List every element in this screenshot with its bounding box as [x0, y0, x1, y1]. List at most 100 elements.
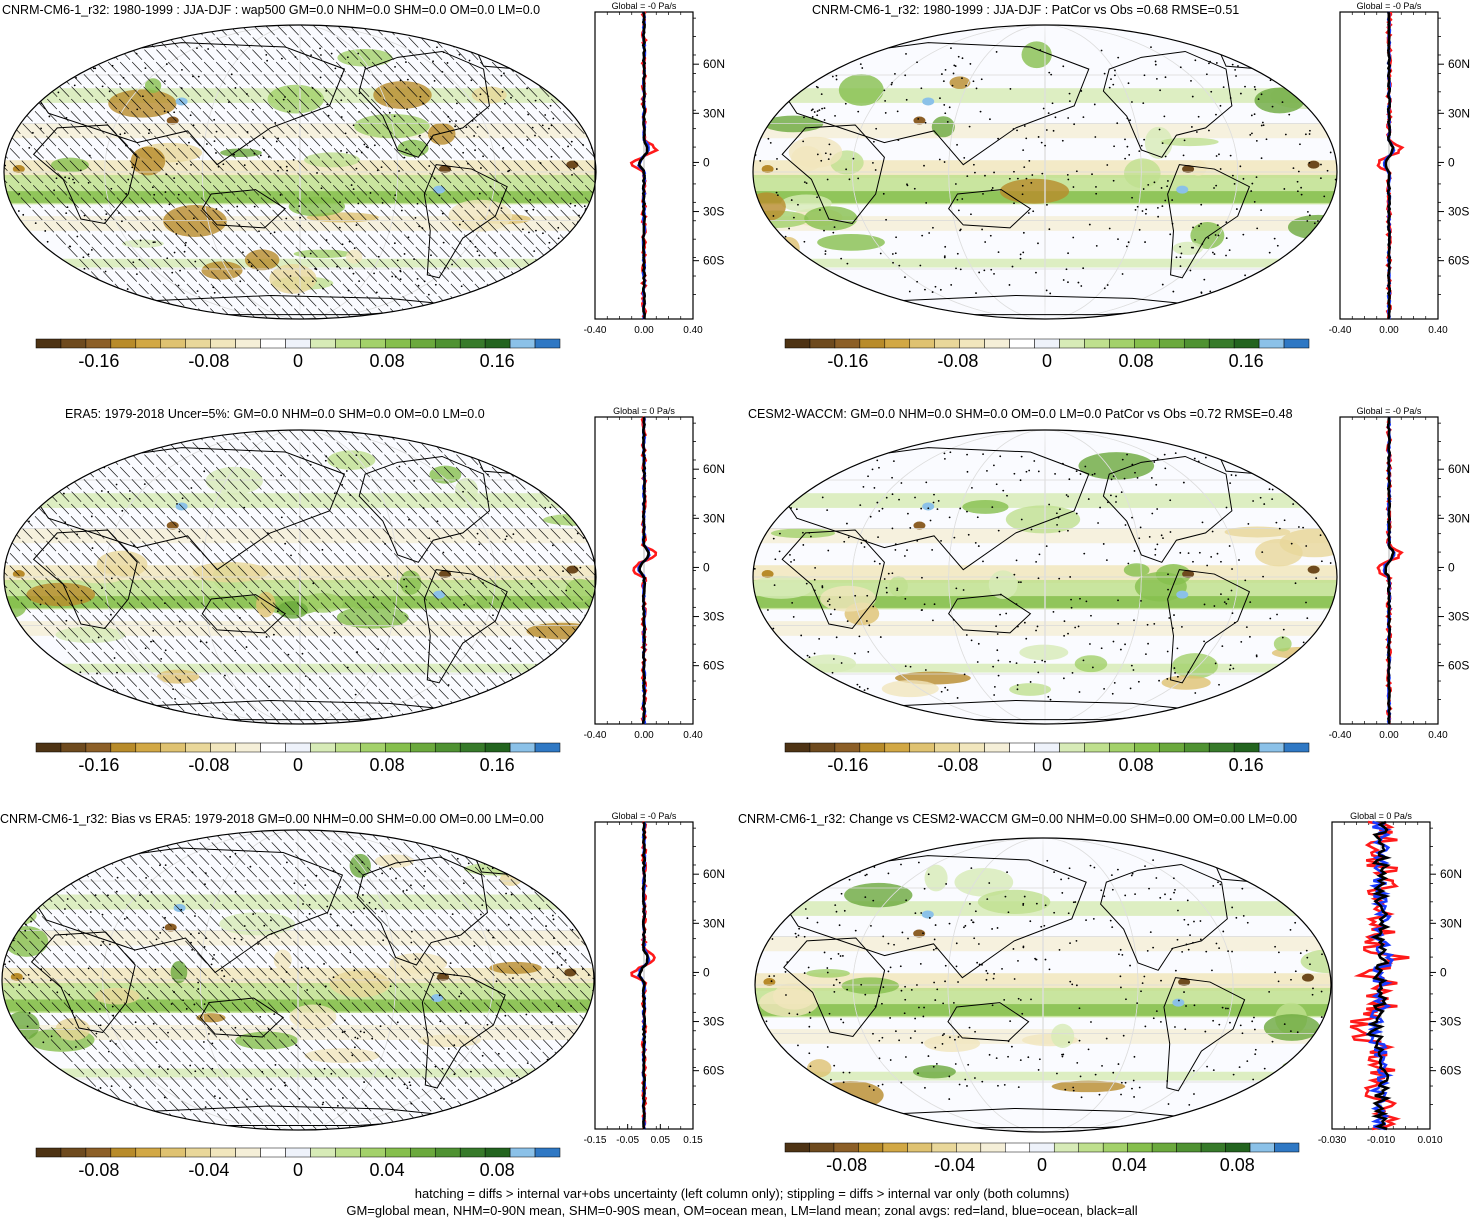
colorbar-swatch: [135, 338, 162, 349]
colorbar-swatch: [1134, 742, 1160, 753]
field-band-4: [753, 216, 1337, 231]
panel-6: CNRM-CM6-1_r32: Change vs CESM2-WACCM GM…: [738, 811, 1462, 1175]
field-blob: [50, 157, 89, 173]
colorbar-swatch: [934, 338, 960, 349]
colorbar-label: 0.16: [1229, 755, 1264, 775]
colorbar-swatch: [85, 1147, 112, 1158]
colorbar-swatch: [509, 338, 536, 349]
colorbar-swatch: [1183, 338, 1210, 349]
map-meridian: [201, 25, 399, 319]
colorbar-label: -0.16: [78, 755, 119, 775]
panel-title: CESM2-WACCM: GM=0.0 NHM=0.0 SHM=0.0 OM=0…: [748, 407, 1293, 421]
field-blob: [1051, 1080, 1126, 1093]
coastline-americaS: [421, 971, 506, 1089]
field-blob: [912, 1065, 956, 1079]
colorbar-swatch: [834, 338, 861, 349]
colorbar-swatch: [1053, 1142, 1079, 1153]
colorbar-swatch: [809, 742, 836, 753]
field-blob: [755, 1067, 807, 1097]
field-spot: [1178, 978, 1191, 987]
colorbar-swatch: [335, 1147, 361, 1158]
zonal-title: Global = 0 Pa/s: [613, 406, 675, 416]
colorbar-swatch: [1233, 338, 1260, 349]
field-band-6: [753, 258, 1337, 268]
field-blob: [1172, 241, 1204, 256]
field-blob: [820, 585, 876, 612]
colorbar-label: 0: [293, 1160, 303, 1180]
panel-title: ERA5: 1979-2018 Uncer=5%: GM=0.0 NHM=0.0…: [65, 407, 485, 421]
map-meridian: [199, 830, 397, 1130]
field-band-6: [753, 663, 1337, 673]
colorbar-swatch: [1200, 1142, 1226, 1153]
panel-3: ERA5: 1979-2018 Uncer=5%: GM=0.0 NHM=0.0…: [3, 406, 725, 775]
colorbar-swatch: [285, 1147, 311, 1158]
zonal-x-label: 0.40: [1428, 730, 1448, 741]
zonal-all-curve: [638, 11, 649, 320]
colorbar-swatch: [1283, 338, 1310, 349]
field-blob: [977, 889, 1051, 915]
coastline-eurasia: [32, 42, 346, 166]
field-blob: [949, 76, 971, 89]
coastline-africa: [781, 124, 885, 224]
map-border: [752, 24, 1338, 320]
colorbar-swatch: [984, 338, 1010, 349]
field-blob: [374, 854, 415, 868]
coastline-americaS: [1167, 164, 1251, 279]
field-blob: [267, 84, 324, 114]
field-blob: [1009, 683, 1052, 696]
coastline-americaS: [1167, 569, 1251, 684]
field-blob: [888, 576, 908, 597]
colorbar-swatch: [110, 1147, 137, 1158]
colorbar-label: 0.08: [1119, 351, 1154, 371]
zonal-title: Global = -0 Pa/s: [612, 1, 677, 11]
field-blob: [471, 86, 507, 104]
colorbar-label: -0.16: [78, 351, 119, 371]
field-blob: [1268, 864, 1320, 877]
lat-tick-label: 60S: [1448, 659, 1469, 673]
colorbar-swatch: [1078, 1142, 1104, 1153]
stippling: [4, 46, 593, 296]
field-spot: [1307, 160, 1320, 169]
field-spot: [763, 978, 776, 987]
panel-title: CNRM-CM6-1_r32: 1980-1999 : JJA-DJF : wa…: [2, 3, 540, 17]
field-blob: [962, 499, 1009, 514]
colorbar-swatch: [235, 338, 261, 349]
colorbar-label: 0.08: [370, 351, 405, 371]
panel-title: CNRM-CM6-1_r32: Change vs CESM2-WACCM GM…: [738, 812, 1297, 826]
colorbar-swatch: [1059, 742, 1085, 753]
field-blob: [579, 1065, 594, 1078]
field-blob: [427, 122, 456, 145]
colorbar-swatch: [859, 742, 886, 753]
field-blob: [755, 1080, 779, 1094]
colorbar-swatch: [335, 742, 361, 753]
field-spot: [761, 165, 774, 174]
colorbar-swatch: [1084, 338, 1110, 349]
field-blob: [389, 953, 448, 974]
field-blob: [1172, 653, 1218, 679]
field-spot: [1172, 998, 1185, 1007]
colorbar-swatch: [909, 338, 935, 349]
field-band-6: [2, 1068, 594, 1078]
field-spot: [433, 185, 446, 194]
coastline-australia: [948, 189, 1032, 229]
colorbar-swatch: [534, 338, 561, 349]
field-band-6: [4, 258, 596, 268]
colorbar-swatch: [185, 338, 211, 349]
colorbar-swatch: [60, 338, 87, 349]
field-blob: [205, 466, 263, 495]
colorbar-swatch: [534, 1147, 561, 1158]
coastline-australia: [201, 189, 287, 229]
field-blob: [244, 249, 280, 271]
lat-tick-label: 60S: [1448, 254, 1469, 268]
colorbar-label: -0.04: [934, 1155, 975, 1175]
colorbar-swatch: [858, 1142, 884, 1153]
map-meridian: [947, 838, 1139, 1132]
colorbar-label: 0.08: [1220, 1155, 1255, 1175]
field-blob: [1294, 902, 1329, 917]
coastline-americaN: [1102, 455, 1233, 563]
colorbar-swatch: [509, 1147, 536, 1158]
map-meridian: [851, 430, 1239, 724]
field-spot: [166, 521, 179, 530]
colorbar-label: 0.16: [1229, 351, 1264, 371]
field-blob: [844, 882, 913, 908]
